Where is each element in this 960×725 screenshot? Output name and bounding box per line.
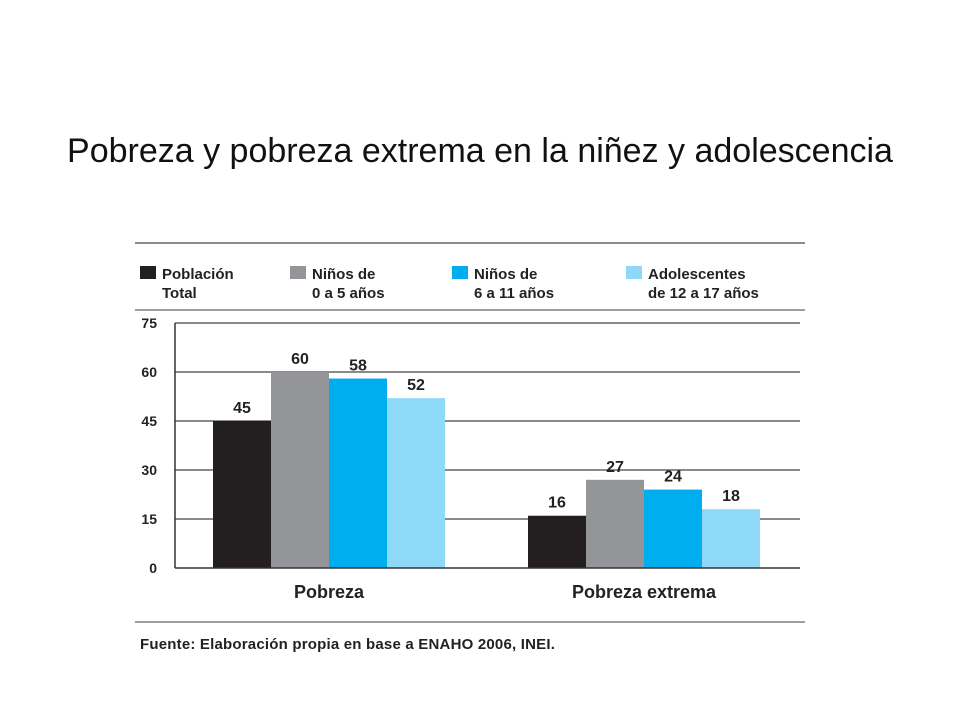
bar-value-label: 58 <box>349 358 367 375</box>
y-tick-label: 15 <box>141 511 157 527</box>
legend-label: Adolescentes <box>648 266 746 283</box>
legend-label: 6 a 11 años <box>474 285 554 302</box>
bar-value-label: 52 <box>407 377 425 394</box>
y-tick-label: 60 <box>141 364 157 380</box>
bar-value-label: 27 <box>606 459 624 476</box>
legend-label: Población <box>162 266 234 283</box>
legend-swatch <box>290 266 306 279</box>
chart-bars <box>213 372 760 568</box>
bar-value-label: 18 <box>722 488 740 505</box>
bar <box>528 515 586 568</box>
bar <box>271 372 329 568</box>
chart-rules <box>135 242 805 623</box>
legend-swatch <box>452 266 468 279</box>
legend-label: Total <box>162 285 197 302</box>
bar-value-label: 24 <box>664 469 682 486</box>
legend-label: Niños de <box>312 266 375 283</box>
legend-label: Niños de <box>474 266 537 283</box>
bar <box>644 489 702 568</box>
legend-label: de 12 a 17 años <box>648 285 759 302</box>
bar <box>329 378 387 568</box>
bar-value-label: 60 <box>291 351 309 368</box>
x-category-label: Pobreza extrema <box>572 582 717 602</box>
slide-title: Pobreza y pobreza extrema en la niñez y … <box>67 132 893 170</box>
legend-swatch <box>140 266 156 279</box>
bar <box>387 398 445 568</box>
y-axis: 0 15 30 45 60 75 <box>141 315 176 576</box>
chart-legend: Población Total Niños de 0 a 5 años Niños de… <box>140 266 759 302</box>
bar <box>213 421 271 568</box>
y-tick-label: 45 <box>141 413 157 429</box>
bar <box>702 509 760 568</box>
bar <box>586 479 644 568</box>
source-note: Fuente: Elaboración propia en base a ENA… <box>140 636 556 653</box>
bar-value-label: 16 <box>548 495 566 512</box>
y-tick-label: 30 <box>141 462 157 478</box>
legend-swatch <box>626 266 642 279</box>
data-labels: 45 60 58 52 16 27 24 18 <box>233 351 740 512</box>
x-axis: Pobreza Pobreza extrema <box>175 567 800 602</box>
legend-label: 0 a 5 años <box>312 285 385 302</box>
bar-value-label: 45 <box>233 400 251 417</box>
y-tick-label: 75 <box>141 315 157 331</box>
x-category-label: Pobreza <box>294 582 365 602</box>
y-tick-label: 0 <box>149 560 157 576</box>
